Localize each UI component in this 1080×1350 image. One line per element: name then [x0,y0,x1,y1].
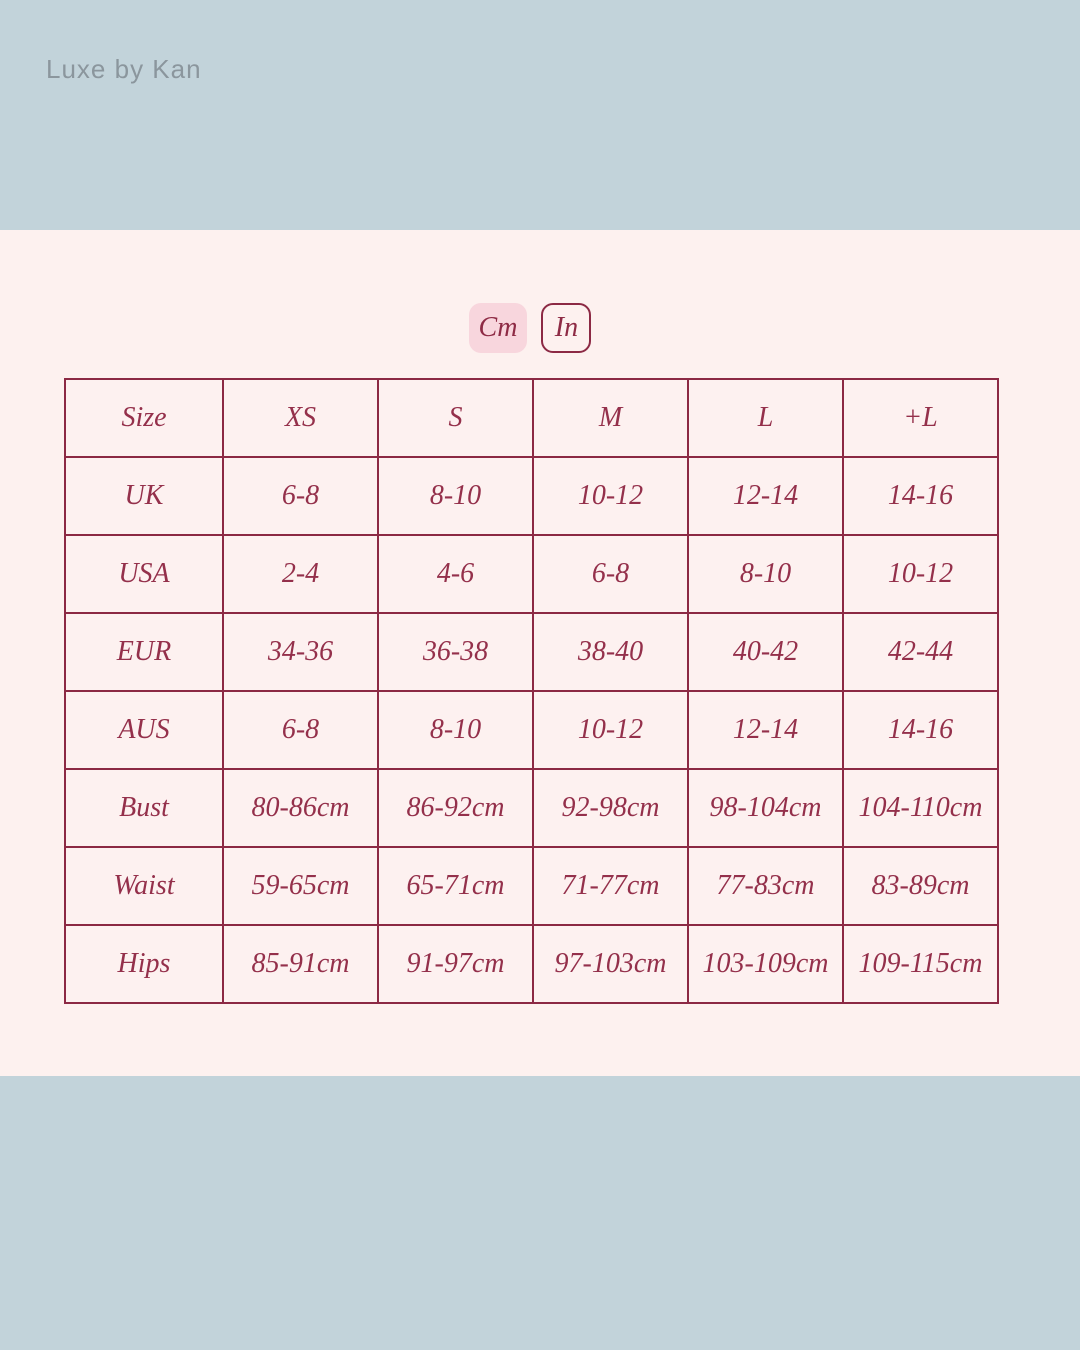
size-value-cell: 104-110cm [842,768,999,848]
size-chart-table: Size XS S M L +L UK 6-8 8-10 10-12 12-14 14-16 USA 2-… [64,378,999,1004]
size-value-cell: 10-12 [532,690,689,770]
size-value-cell: 40-42 [687,612,844,692]
size-value-cell: 98-104cm [687,768,844,848]
table-row: UK 6-8 8-10 10-12 12-14 14-16 [64,456,999,536]
size-value-cell: 65-71cm [377,846,534,926]
table-header-row: Size XS S M L +L [64,378,999,458]
header-band: Luxe by Kan [0,0,1080,230]
table-row: USA 2-4 4-6 6-8 8-10 10-12 [64,534,999,614]
unit-toggle: Cm In [0,303,1060,353]
size-value-cell: L [687,378,844,458]
size-value-cell: 85-91cm [222,924,379,1004]
size-value-cell: 42-44 [842,612,999,692]
size-value-cell: 10-12 [532,456,689,536]
size-value-cell: 91-97cm [377,924,534,1004]
size-value-cell: 71-77cm [532,846,689,926]
row-label-cell: Hips [64,924,224,1004]
table-row: Bust 80-86cm 86-92cm 92-98cm 98-104cm 104-110… [64,768,999,848]
size-value-cell: 38-40 [532,612,689,692]
size-chart-section: Cm In Size XS S M L +L UK 6-8 8-10 10-12 12-14 14-1… [0,230,1080,1076]
size-value-cell: M [532,378,689,458]
size-value-cell: 6-8 [222,690,379,770]
size-value-cell: 6-8 [222,456,379,536]
size-value-cell: 83-89cm [842,846,999,926]
table-row: EUR 34-36 36-38 38-40 40-42 42-44 [64,612,999,692]
row-label-cell: Bust [64,768,224,848]
brand-logo-text: Luxe by Kan [46,54,202,84]
size-value-cell: 80-86cm [222,768,379,848]
size-value-cell: 2-4 [222,534,379,614]
size-value-cell: XS [222,378,379,458]
unit-cm-button[interactable]: Cm [468,303,528,353]
size-value-cell: 6-8 [532,534,689,614]
size-value-cell: 14-16 [842,456,999,536]
size-value-cell: 109-115cm [842,924,999,1004]
size-value-cell: 12-14 [687,456,844,536]
row-label-cell: UK [64,456,224,536]
size-value-cell: 8-10 [377,690,534,770]
size-value-cell: 4-6 [377,534,534,614]
size-value-cell: 34-36 [222,612,379,692]
size-value-cell: 59-65cm [222,846,379,926]
row-label-cell: Size [64,378,224,458]
table-row: AUS 6-8 8-10 10-12 12-14 14-16 [64,690,999,770]
row-label-cell: AUS [64,690,224,770]
size-value-cell: +L [842,378,999,458]
size-table-body: Size XS S M L +L UK 6-8 8-10 10-12 12-14 14-16 USA 2-… [64,378,999,1004]
unit-in-button[interactable]: In [541,303,592,353]
size-value-cell: 92-98cm [532,768,689,848]
size-value-cell: 10-12 [842,534,999,614]
size-value-cell: 14-16 [842,690,999,770]
size-value-cell: 12-14 [687,690,844,770]
size-value-cell: 8-10 [377,456,534,536]
size-value-cell: 97-103cm [532,924,689,1004]
size-value-cell: 103-109cm [687,924,844,1004]
table-row: Waist 59-65cm 65-71cm 71-77cm 77-83cm 83-89cm [64,846,999,926]
size-value-cell: 36-38 [377,612,534,692]
table-row: Hips 85-91cm 91-97cm 97-103cm 103-109cm 109-1… [64,924,999,1004]
size-value-cell: S [377,378,534,458]
row-label-cell: USA [64,534,224,614]
footer-band [0,1076,1080,1350]
size-value-cell: 77-83cm [687,846,844,926]
size-value-cell: 8-10 [687,534,844,614]
size-value-cell: 86-92cm [377,768,534,848]
row-label-cell: Waist [64,846,224,926]
row-label-cell: EUR [64,612,224,692]
